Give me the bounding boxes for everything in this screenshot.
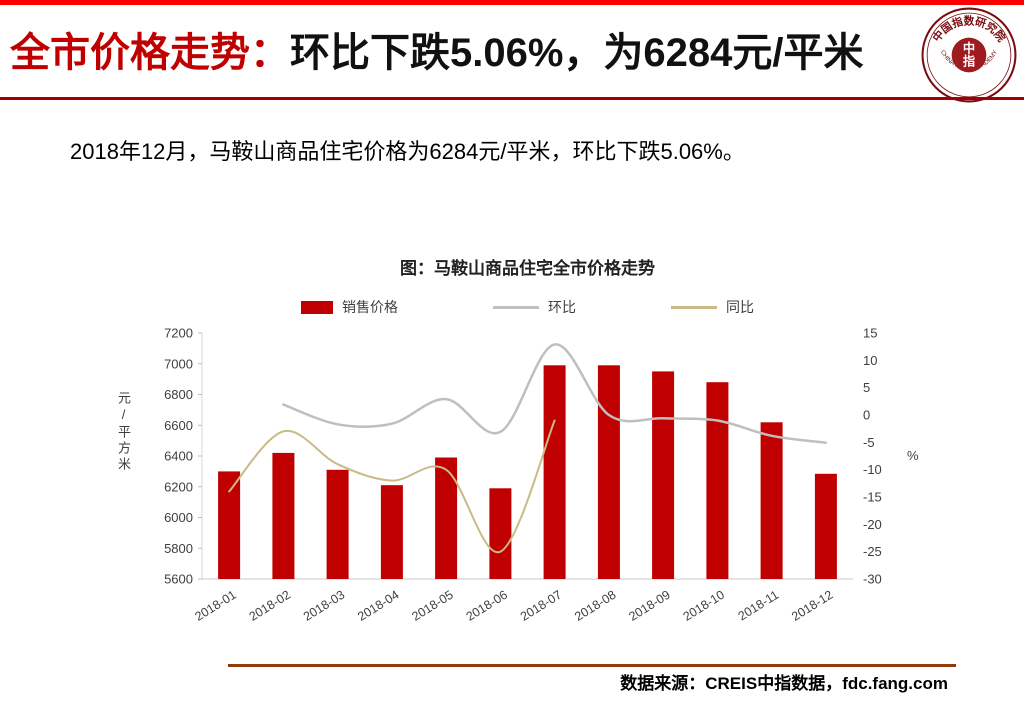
bar-2018-06 (489, 488, 512, 579)
legend-swatch-mom-icon (493, 305, 539, 309)
bar-2018-03 (326, 469, 349, 579)
bar-2018-05 (435, 457, 458, 579)
x-axis-label: 2018-04 (355, 588, 401, 624)
chart-legend: 销售价格 环比 同比 (202, 297, 853, 317)
bar-2018-10 (706, 382, 729, 579)
left-axis-tick-label: 5600 (164, 572, 193, 587)
right-axis-tick-label: 0 (863, 408, 870, 423)
x-axis-label: 2018-12 (789, 588, 835, 624)
logo-seal-char-top: 中 (963, 40, 975, 55)
left-axis-tick-label: 5800 (164, 541, 193, 556)
yoy-line (228, 419, 556, 554)
plot-area-wrap: 元/平方米 5600 5800 6000 6200 6400 6600 6800 7000 72… (112, 321, 924, 644)
left-axis-tick-label: 7000 (164, 356, 193, 371)
right-axis-tick-label: -30 (863, 572, 882, 587)
bar-2018-08 (597, 365, 620, 579)
legend-item-sales-price: 销售价格 (301, 297, 398, 317)
x-axis-label: 2018-05 (409, 588, 455, 624)
right-axis-tick-label: -10 (863, 462, 882, 477)
legend-label: 销售价格 (342, 299, 398, 315)
header-divider (0, 97, 1024, 100)
left-axis-title: 元/平方米 (116, 391, 131, 473)
data-source: 数据来源：CREIS中指数据，fdc.fang.com (620, 674, 948, 693)
legend-label: 环比 (548, 299, 576, 315)
left-axis-tick-label: 6000 (164, 510, 193, 525)
left-axis-tick-label: 6200 (164, 479, 193, 494)
logo: 中国指数研究院 CHINA INDEX ACADEMY 中 指 (920, 6, 1018, 104)
legend-item-mom: 环比 (493, 297, 576, 317)
mom-line (282, 343, 828, 444)
right-axis-tick-label: -20 (863, 517, 882, 532)
bar-2018-01 (218, 471, 241, 579)
x-axis-label: 2018-07 (518, 588, 564, 624)
page-title: 全市价格走势：环比下跌5.06%，为6284元/平米 (10, 20, 864, 78)
page-title-detail: 环比下跌5.06%，为6284元/平米 (290, 31, 864, 75)
legend-swatch-yoy-icon (671, 305, 717, 309)
intro-text: 2018年12月，马鞍山商品住宅价格为6284元/平米，环比下跌5.06%。 (70, 139, 745, 164)
right-axis-tick-label: 15 (863, 326, 877, 341)
right-axis-title: % (907, 448, 919, 463)
logo-seal-char-bottom: 指 (963, 54, 975, 69)
top-accent-bar (0, 0, 1024, 5)
legend-label: 同比 (726, 299, 754, 315)
bar-2018-02 (272, 452, 295, 579)
x-axis-label: 2018-03 (301, 588, 347, 624)
right-axis-tick-label: 10 (863, 353, 877, 368)
x-axis-label: 2018-08 (572, 588, 618, 624)
right-axis-tick-label: -25 (863, 544, 882, 559)
left-axis-tick-label: 6400 (164, 449, 193, 464)
right-axis-tick-label: -15 (863, 490, 882, 505)
bar-2018-07 (543, 365, 566, 579)
right-axis-tick-label: -5 (863, 435, 875, 450)
bar-2018-12 (814, 473, 837, 579)
china-index-academy-logo-icon: 中国指数研究院 CHINA INDEX ACADEMY 中 指 (921, 7, 1017, 103)
x-axis-label: 2018-06 (464, 588, 510, 624)
bar-2018-11 (760, 422, 783, 579)
bar-2018-04 (380, 485, 403, 579)
legend-swatch-sales-price-icon (301, 300, 333, 314)
left-axis-tick-label: 7200 (164, 326, 193, 341)
chart-title: 图：马鞍山商品住宅全市价格走势 (400, 259, 655, 278)
x-axis-label: 2018-02 (247, 588, 293, 624)
footer-divider (228, 664, 956, 667)
price-trend-chart: 图：马鞍山商品住宅全市价格走势 销售价格 环比 同比 元/平方米 5600 5800 6… (112, 254, 924, 644)
x-axis-label: 2018-09 (626, 588, 672, 624)
right-axis-tick-label: 5 (863, 380, 870, 395)
left-axis-tick-label: 6800 (164, 387, 193, 402)
page-title-topic: 全市价格走势： (10, 31, 290, 75)
left-axis-tick-label: 6600 (164, 418, 193, 433)
x-axis-label: 2018-10 (681, 588, 727, 624)
logo-seal (951, 37, 987, 73)
bar-2018-09 (652, 371, 675, 579)
price-trend-chart-svg: 5600 5800 6000 6200 6400 6600 6800 7000 7200 -30 -… (164, 326, 919, 624)
x-axis-label: 2018-11 (736, 588, 782, 624)
legend-item-yoy: 同比 (671, 297, 754, 317)
x-axis-label: 2018-01 (192, 588, 238, 624)
